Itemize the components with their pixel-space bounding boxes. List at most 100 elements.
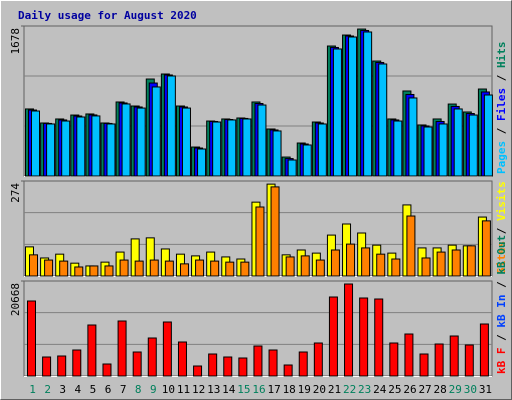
legend: Sites / Visits — [495, 181, 508, 274]
bar — [104, 265, 114, 277]
bar — [302, 144, 312, 177]
bar — [374, 298, 384, 377]
bar — [27, 300, 36, 377]
bar — [361, 247, 371, 277]
bar — [423, 126, 433, 177]
legend-entry: Visits — [495, 181, 508, 221]
x-tick-label: 23 — [358, 383, 371, 396]
x-tick-label: 5 — [90, 383, 97, 396]
legend-entry: Sites — [495, 241, 508, 274]
bar — [134, 260, 144, 277]
bar — [348, 36, 358, 177]
x-tick-label: 16 — [252, 383, 265, 396]
legend-separator: / — [495, 68, 508, 88]
x-tick-label: 8 — [135, 383, 142, 396]
bar — [91, 115, 101, 177]
legend-entry: Pages — [495, 141, 508, 174]
bar — [117, 320, 127, 377]
bar — [44, 259, 54, 277]
x-tick-label: 21 — [328, 383, 341, 396]
bar — [119, 259, 129, 277]
bar — [242, 118, 252, 177]
bar — [434, 343, 444, 377]
bar — [76, 116, 86, 177]
x-tick-label: 14 — [222, 383, 236, 396]
x-tick-label: 22 — [343, 383, 356, 396]
bar — [132, 351, 142, 377]
x-tick-label: 20 — [313, 383, 326, 396]
bar — [346, 243, 356, 277]
x-tick-label: 24 — [373, 383, 387, 396]
bar — [181, 107, 191, 177]
bar — [464, 344, 474, 377]
x-tick-label: 28 — [434, 383, 447, 396]
bar — [389, 342, 399, 377]
bar — [31, 110, 40, 177]
x-tick-label: 1 — [29, 383, 36, 396]
bar — [223, 356, 233, 377]
bar — [193, 365, 203, 377]
bar — [468, 114, 478, 177]
bar — [149, 259, 159, 277]
bar — [212, 121, 222, 177]
bar — [57, 355, 67, 377]
bar — [59, 260, 69, 277]
bar — [136, 107, 146, 177]
bar — [268, 349, 278, 377]
bar — [42, 356, 52, 377]
x-tick-label: 29 — [449, 383, 462, 396]
bar — [313, 342, 323, 377]
bar — [164, 260, 174, 277]
bar — [29, 254, 38, 277]
bar — [479, 323, 489, 377]
bar — [89, 265, 99, 277]
bar — [344, 283, 354, 377]
bar — [195, 259, 205, 277]
bar — [408, 97, 418, 177]
bar — [449, 335, 459, 377]
bar — [376, 253, 386, 277]
legend: Pages / Files / Hits — [495, 42, 508, 175]
x-tick-label: 9 — [150, 383, 157, 396]
bar — [328, 296, 338, 377]
bar — [378, 63, 388, 177]
x-tick-label: 10 — [162, 383, 175, 396]
bar — [466, 245, 476, 277]
x-tick-label: 12 — [192, 383, 205, 396]
x-tick-label: 6 — [105, 383, 112, 396]
bar — [453, 108, 463, 177]
legend-entry: Hits — [495, 42, 508, 69]
bar — [330, 249, 340, 277]
x-tick-label: 31 — [479, 383, 492, 396]
x-tick-label: 11 — [177, 383, 190, 396]
bar — [300, 255, 310, 277]
bar — [106, 123, 116, 177]
bar — [406, 215, 416, 277]
bar — [102, 363, 112, 377]
x-tick-label: 27 — [418, 383, 431, 396]
x-tick-label: 30 — [464, 383, 477, 396]
bar — [419, 353, 429, 377]
bar — [404, 333, 414, 377]
bar — [87, 324, 97, 377]
bar — [197, 148, 207, 177]
legend-entry: Files — [495, 88, 508, 121]
bar — [210, 260, 220, 277]
bar — [225, 261, 235, 277]
bar — [238, 357, 248, 377]
bar — [255, 206, 265, 277]
x-tick-label: 18 — [283, 383, 296, 396]
legend-separator: / — [495, 275, 508, 295]
bar — [272, 130, 282, 177]
bar — [436, 251, 446, 277]
bar — [240, 261, 250, 277]
bar — [298, 351, 308, 377]
bar — [483, 94, 493, 177]
bar — [270, 186, 280, 277]
legend-separator: / — [495, 328, 508, 348]
y-tick-label: 1678 — [9, 28, 22, 55]
bar — [359, 297, 369, 377]
bar — [166, 75, 176, 177]
